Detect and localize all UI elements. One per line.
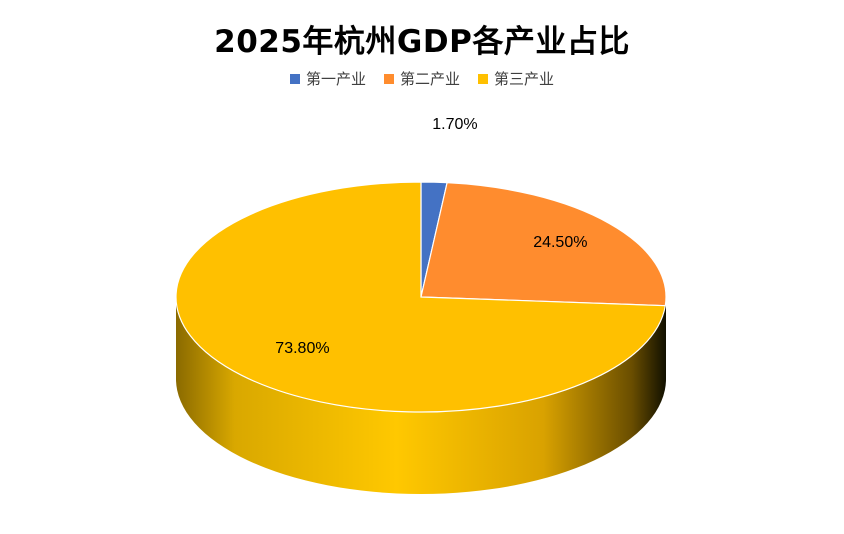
data-label-secondary-industry: 24.50% bbox=[533, 234, 587, 251]
legend-label-tertiary-industry: 第三产业 bbox=[494, 70, 555, 88]
slice-tertiary-industry bbox=[175, 181, 667, 413]
legend-label-secondary-industry: 第二产业 bbox=[399, 70, 460, 88]
data-label-primary-industry: 1.70% bbox=[432, 116, 477, 133]
legend-label-primary-industry: 第一产业 bbox=[305, 70, 366, 88]
legend-entry-secondary-industry: 第二产业 bbox=[383, 68, 460, 89]
data-label-tertiary-industry: 73.80% bbox=[275, 340, 329, 357]
slice-secondary-industry bbox=[420, 182, 667, 307]
legend-entry-primary-industry: 第一产业 bbox=[289, 68, 366, 89]
legend-swatch-primary-industry bbox=[289, 73, 300, 84]
legend-swatch-tertiary-industry bbox=[478, 73, 488, 84]
legend-entry-tertiary-industry: 第三产业 bbox=[478, 68, 554, 89]
chart-title: 2025年杭州GDP各产业占比 bbox=[214, 24, 630, 60]
pie-side-wall bbox=[176, 297, 666, 494]
legend-swatch-secondary-industry bbox=[383, 73, 394, 84]
chart-legend: 第一产业 第二产业 第三产业 bbox=[0, 68, 844, 89]
